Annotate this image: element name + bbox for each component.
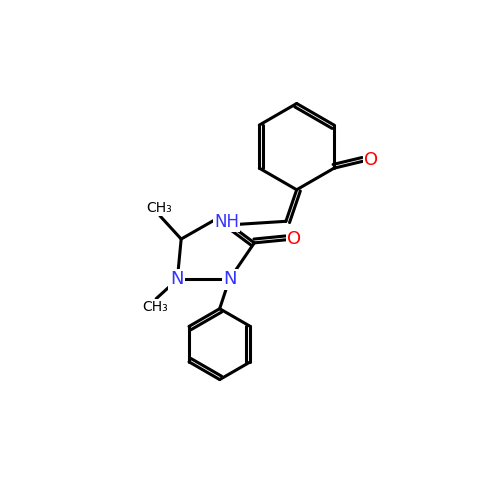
- Text: NH: NH: [214, 212, 239, 230]
- Text: N: N: [170, 270, 183, 288]
- Text: O: O: [364, 152, 378, 170]
- Text: O: O: [288, 230, 302, 248]
- Text: N: N: [224, 270, 237, 288]
- Text: CH₃: CH₃: [146, 201, 172, 215]
- Text: CH₃: CH₃: [142, 300, 169, 314]
